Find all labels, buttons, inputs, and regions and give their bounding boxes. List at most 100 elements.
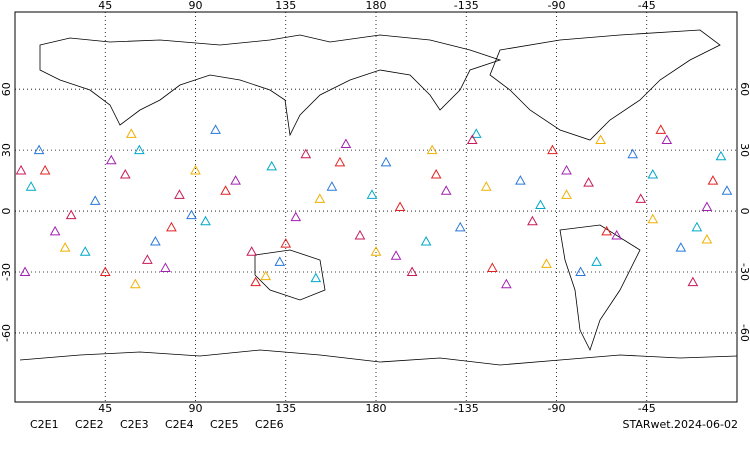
triangle-marker <box>380 156 392 167</box>
triangle-marker <box>25 181 37 191</box>
triangle-marker <box>274 256 286 266</box>
triangle-marker <box>426 144 438 155</box>
triangle-marker <box>611 229 623 240</box>
triangle-marker <box>721 185 733 195</box>
triangle-marker <box>314 193 326 203</box>
triangle-marker <box>133 144 145 155</box>
triangle-marker <box>334 156 346 167</box>
y-tick-label-left: 30 <box>0 143 13 157</box>
triangle-marker <box>125 128 137 138</box>
triangle-marker <box>370 246 382 256</box>
triangle-marker <box>595 134 606 144</box>
caption: STARwet.2024-06-02 <box>622 418 738 431</box>
triangle-marker <box>591 256 602 266</box>
triangle-marker <box>541 258 552 268</box>
triangle-marker <box>440 185 452 195</box>
triangle-marker <box>160 262 171 272</box>
triangle-marker <box>340 138 352 149</box>
triangle-marker <box>260 270 272 281</box>
triangle-marker <box>310 272 322 283</box>
triangle-marker <box>105 154 117 165</box>
triangle-marker <box>326 181 338 191</box>
x-tick-label-top: 45 <box>98 0 112 12</box>
triangle-marker <box>89 195 101 205</box>
triangle-marker <box>246 246 258 256</box>
x-tick-label-top: 135 <box>275 0 296 12</box>
y-tick-label-left: 0 <box>0 208 13 215</box>
triangle-marker <box>394 201 406 211</box>
y-tick-label-left: -60 <box>0 324 13 342</box>
legend-entry: C2E1 <box>30 418 59 431</box>
triangle-marker <box>290 211 302 222</box>
triangle-marker <box>79 246 91 256</box>
triangle-marker <box>583 177 594 187</box>
triangle-marker <box>210 124 221 134</box>
north-america-coast <box>489 29 721 141</box>
triangle-marker <box>15 164 27 175</box>
y-tick-label-right: -30 <box>738 263 750 281</box>
x-tick-label-top: -45 <box>638 0 656 12</box>
triangle-marker <box>486 262 498 272</box>
triangle-marker <box>119 168 131 179</box>
legend-entry: C2E4 <box>165 418 194 431</box>
x-tick-label-top: 180 <box>366 0 387 12</box>
triangle-marker <box>250 276 262 287</box>
triangle-marker <box>515 175 526 185</box>
graticule <box>15 12 737 402</box>
triangle-marker <box>454 221 466 232</box>
triangle-marker <box>547 144 558 155</box>
x-tick-label-bottom: 180 <box>366 402 387 415</box>
triangle-marker <box>220 185 231 195</box>
observations <box>15 124 733 289</box>
y-tick-label-right: 30 <box>738 143 750 157</box>
x-tick-label-bottom: -135 <box>454 402 479 415</box>
triangle-marker <box>675 242 687 252</box>
y-tick-label-left: -30 <box>0 263 13 281</box>
triangle-marker <box>39 164 51 175</box>
triangle-marker <box>707 175 719 185</box>
triangle-marker <box>561 164 572 175</box>
triangle-marker <box>535 199 546 209</box>
legend-entry: C2E5 <box>210 418 239 431</box>
triangle-marker <box>501 278 512 289</box>
y-tick-label-right: 0 <box>738 208 750 215</box>
triangle-marker <box>687 276 699 287</box>
triangle-marker <box>647 213 659 224</box>
triangle-marker <box>466 134 478 144</box>
triangle-marker <box>166 221 177 232</box>
x-tick-label-top: -90 <box>548 0 566 12</box>
x-tick-label-bottom: -90 <box>548 402 566 415</box>
x-tick-label-bottom: 135 <box>275 402 296 415</box>
triangle-marker <box>190 164 201 175</box>
triangle-marker <box>300 148 312 159</box>
eurasia-coast <box>39 34 502 137</box>
triangle-marker <box>420 236 432 246</box>
triangle-marker <box>480 181 492 191</box>
triangle-marker <box>627 148 639 159</box>
triangle-marker <box>691 221 703 232</box>
triangle-marker <box>655 124 667 134</box>
triangle-marker <box>527 215 538 226</box>
south-america-coast <box>559 224 641 352</box>
triangle-marker <box>354 229 366 240</box>
coastlines <box>19 29 738 366</box>
triangle-marker <box>601 225 612 236</box>
legend-entry: C2E6 <box>255 418 284 431</box>
triangle-marker <box>470 128 482 138</box>
triangle-marker <box>406 266 418 276</box>
triangle-marker <box>65 209 77 220</box>
x-tick-label-bottom: -45 <box>638 402 656 415</box>
triangle-marker <box>390 250 402 260</box>
triangle-marker <box>200 215 211 226</box>
triangle-marker <box>575 266 586 276</box>
triangle-marker <box>186 209 197 220</box>
triangle-marker <box>129 278 141 289</box>
triangle-marker <box>280 238 292 248</box>
y-tick-label-right: 60 <box>738 82 750 96</box>
x-tick-label-top: 90 <box>189 0 203 12</box>
legend-entry: C2E3 <box>120 418 149 431</box>
x-tick-label-bottom: 45 <box>98 402 112 415</box>
x-tick-label-bottom: 90 <box>189 402 203 415</box>
triangle-marker <box>701 201 713 211</box>
